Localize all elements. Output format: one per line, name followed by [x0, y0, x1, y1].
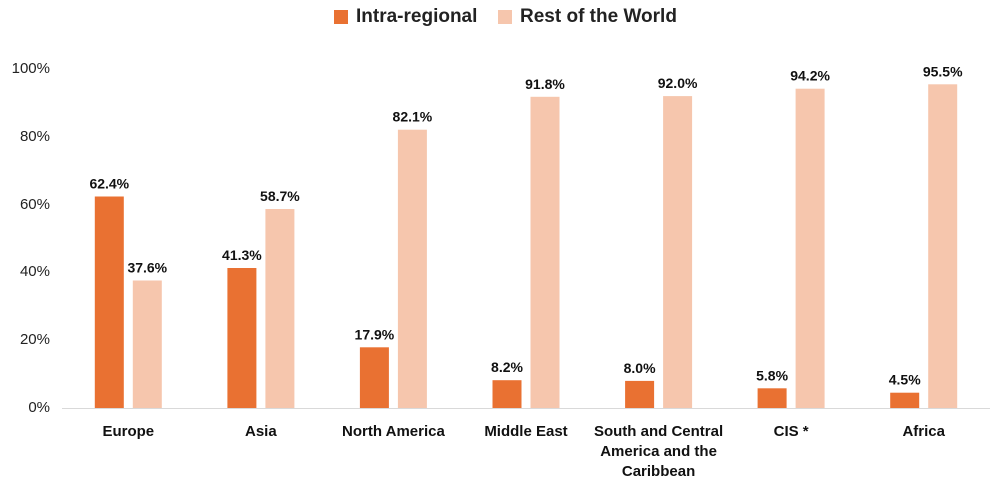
legend-label-intra-regional: Intra-regional: [356, 6, 478, 27]
data-label: 37.6%: [127, 260, 167, 276]
category-label-middle-east: Middle East: [484, 423, 568, 440]
data-label: 94.2%: [790, 68, 830, 84]
y-tick-label: 20%: [19, 331, 50, 349]
data-label: 92.0%: [658, 75, 698, 91]
category-label-europe: Europe: [102, 423, 155, 440]
data-label: 17.9%: [355, 326, 395, 342]
data-label: 8.2%: [491, 359, 523, 375]
bar-intra-regional: [890, 392, 920, 408]
data-label: 58.7%: [260, 188, 300, 204]
category-label-africa: Africa: [902, 423, 945, 440]
legend-item-rest-of-world: Rest of the World: [498, 6, 677, 28]
legend-swatch-rest-of-world: [498, 10, 512, 24]
bar-intra-regional: [94, 196, 124, 408]
bar-rest-of-world: [265, 209, 295, 408]
bar-intra-regional: [492, 380, 522, 408]
category-label-north-america: North America: [342, 423, 445, 440]
bar-rest-of-world: [132, 280, 162, 408]
bar-rest-of-world: [928, 84, 958, 409]
data-label: 41.3%: [222, 247, 262, 263]
legend-swatch-intra-regional: [334, 10, 348, 24]
data-label: 62.4%: [89, 176, 129, 192]
data-label: 5.8%: [756, 367, 788, 383]
y-tick-label: 0%: [28, 399, 50, 416]
bar-rest-of-world: [397, 129, 427, 408]
bar-rest-of-world: [530, 96, 560, 409]
bar-intra-regional: [757, 388, 787, 408]
bar-intra-regional: [625, 380, 655, 408]
y-tick-label: 60%: [19, 195, 50, 213]
legend-item-intra-regional: Intra-regional: [334, 6, 477, 28]
y-tick-label: 100%: [11, 60, 50, 77]
data-label: 91.8%: [525, 76, 565, 92]
data-label: 8.0%: [624, 360, 656, 376]
bar-rest-of-world: [795, 88, 825, 408]
category-label-cis: CIS *: [773, 423, 809, 440]
data-label: 82.1%: [393, 109, 433, 125]
category-label-south-central-america: South and Central America and the Caribb…: [593, 423, 724, 480]
bar-intra-regional: [359, 347, 389, 408]
data-label: 95.5%: [923, 63, 963, 79]
y-tick-label: 40%: [19, 263, 50, 281]
y-tick-label: 80%: [19, 127, 50, 145]
legend: Intra-regional Rest of the World: [0, 6, 1000, 34]
legend-label-rest-of-world: Rest of the World: [520, 6, 677, 27]
data-label: 4.5%: [889, 372, 921, 388]
bar-intra-regional: [227, 268, 257, 408]
category-label-asia: Asia: [245, 423, 277, 440]
bar-rest-of-world: [663, 96, 693, 408]
